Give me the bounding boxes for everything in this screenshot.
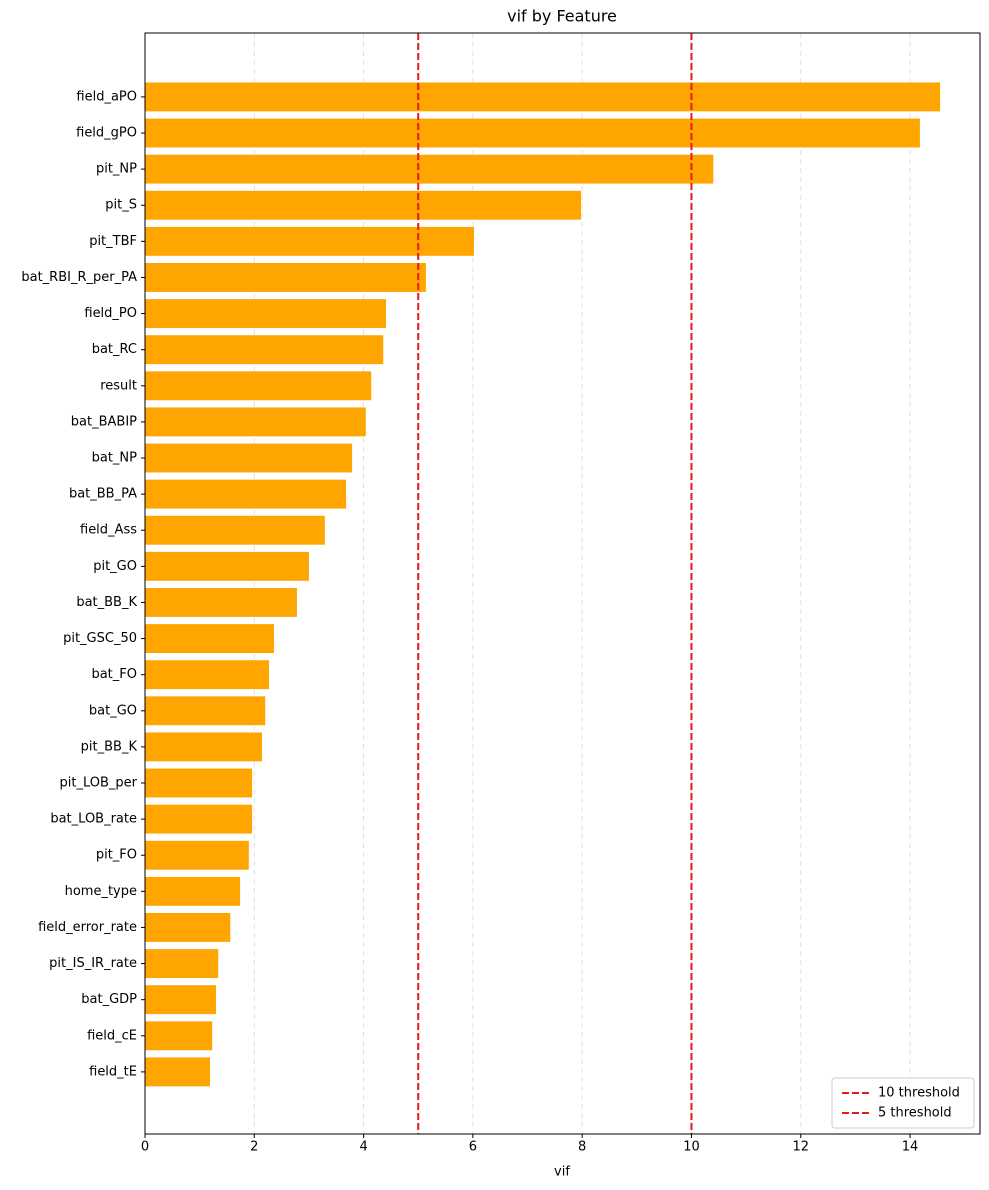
bar <box>145 479 347 509</box>
legend: 10 threshold 5 threshold <box>831 1077 975 1129</box>
y-tick-label: pit_FO <box>96 848 137 863</box>
legend-label: 10 threshold <box>878 1086 960 1101</box>
y-tick-label: bat_GO <box>89 703 137 718</box>
y-tick-label: bat_RC <box>92 342 137 357</box>
bar <box>145 443 353 473</box>
y-tick-label: bat_RBI_R_per_PA <box>21 270 137 285</box>
bar <box>145 407 366 437</box>
x-tick-label: 4 <box>359 1140 367 1155</box>
legend-label: 5 threshold <box>878 1106 952 1121</box>
x-axis-label: vif <box>554 1165 570 1180</box>
y-tick-label: pit_IS_IR_rate <box>49 956 137 971</box>
bar <box>145 985 217 1015</box>
y-tick-label: field_aPO <box>76 89 137 104</box>
y-tick-label: field_PO <box>84 306 137 321</box>
bar <box>145 226 474 256</box>
bar <box>145 840 249 870</box>
bar <box>145 732 262 762</box>
y-tick-label: bat_BB_K <box>76 595 137 610</box>
bar <box>145 624 274 654</box>
bar <box>145 1021 213 1051</box>
y-tick-label: pit_LOB_per <box>60 776 138 791</box>
bar <box>145 1057 211 1087</box>
y-tick-label: pit_S <box>105 198 137 213</box>
y-tick-label: bat_BB_PA <box>69 487 137 502</box>
y-tick-label: bat_GDP <box>81 992 137 1007</box>
bar <box>145 660 270 690</box>
bar <box>145 263 426 292</box>
bar <box>145 876 241 906</box>
y-tick-label: field_cE <box>87 1028 137 1043</box>
legend-box <box>831 1077 975 1129</box>
y-tick-label: pit_TBF <box>89 234 137 249</box>
y-tick-label: field_gPO <box>76 126 137 141</box>
bar <box>145 299 386 329</box>
bar <box>145 949 219 979</box>
bar <box>145 588 297 617</box>
y-tick-label: pit_GSC_50 <box>63 631 137 646</box>
y-tick-label: bat_NP <box>92 451 138 466</box>
bar <box>145 551 309 581</box>
bar <box>145 335 384 365</box>
x-tick-label: 14 <box>902 1140 919 1155</box>
y-tick-label: bat_FO <box>91 667 137 682</box>
y-tick-label: field_error_rate <box>38 920 137 935</box>
x-tick-label: 12 <box>792 1140 809 1155</box>
y-tick-label: pit_BB_K <box>81 739 138 754</box>
bar <box>145 804 253 834</box>
bar <box>145 768 253 798</box>
x-tick-label: 10 <box>683 1140 700 1155</box>
y-tick-label: field_Ass <box>80 523 137 538</box>
y-tick-label: bat_BABIP <box>71 414 137 429</box>
bar <box>145 371 372 401</box>
bar <box>145 696 266 726</box>
chart-title: vif by Feature <box>507 7 617 26</box>
bar <box>145 190 582 220</box>
bar <box>145 515 325 545</box>
bar <box>145 82 941 112</box>
y-tick-label: field_tE <box>89 1064 137 1079</box>
axes-frame <box>144 32 981 1135</box>
y-tick-label: result <box>100 378 137 393</box>
x-tick-label: 0 <box>141 1140 149 1155</box>
bar <box>145 118 920 148</box>
y-tick-label: home_type <box>65 884 137 899</box>
bar <box>145 913 231 942</box>
y-tick-label: pit_NP <box>96 162 137 177</box>
bar <box>145 154 714 184</box>
x-tick-label: 8 <box>578 1140 586 1155</box>
y-tick-label: pit_GO <box>93 559 137 574</box>
x-tick-label: 2 <box>250 1140 258 1155</box>
y-tick-label: bat_LOB_rate <box>50 812 137 827</box>
x-tick-label: 6 <box>469 1140 477 1155</box>
